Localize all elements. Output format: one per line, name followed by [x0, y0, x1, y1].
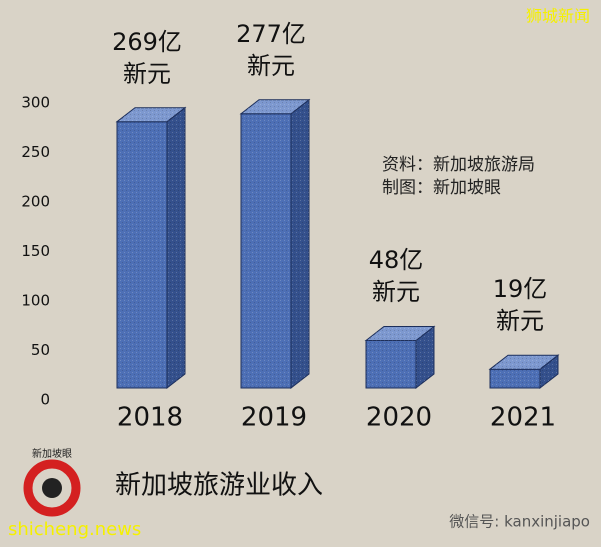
- x-tick-label: 2021: [490, 403, 556, 433]
- bar-front-texture: [366, 340, 416, 388]
- y-tick-label: 100: [21, 292, 50, 310]
- bar-side-texture: [291, 99, 309, 389]
- logo: [23, 459, 81, 517]
- y-tick-label: 0: [40, 391, 50, 409]
- bar-top-texture: [241, 99, 309, 114]
- bar: [239, 98, 311, 390]
- value-label: 19亿 新元: [492, 275, 548, 336]
- watermark: 微信号: kanxinjiapo: [449, 513, 590, 531]
- bar-top-texture: [366, 326, 434, 341]
- value-label: 269亿 新元: [112, 27, 182, 88]
- bar: [364, 325, 436, 390]
- bar-side-texture: [416, 326, 434, 388]
- bar: [115, 106, 187, 390]
- watermark: 狮城新闻: [526, 7, 590, 26]
- logo-text: 新加坡眼: [32, 447, 72, 460]
- watermark: shicheng.news: [8, 519, 141, 540]
- logo-ring: [23, 459, 81, 517]
- bar: [488, 354, 560, 390]
- bar-top-texture: [490, 355, 558, 370]
- y-tick-label: 250: [21, 143, 50, 161]
- bar-top-texture: [117, 107, 185, 122]
- x-tick-label: 2020: [366, 403, 432, 433]
- value-label: 277亿 新元: [236, 19, 306, 80]
- x-tick-label: 2018: [117, 403, 183, 433]
- logo-eye: [42, 478, 62, 498]
- x-tick-label: 2019: [241, 403, 307, 433]
- bar-front-texture: [117, 121, 167, 388]
- y-tick-label: 150: [21, 242, 50, 260]
- bar-front-texture: [241, 113, 291, 389]
- annotation: 制图：新加坡眼: [382, 178, 501, 198]
- value-label: 48亿 新元: [368, 246, 424, 307]
- y-tick-label: 200: [21, 193, 50, 211]
- chart-title: 新加坡旅游业收入: [115, 471, 323, 501]
- y-tick-label: 50: [31, 341, 50, 359]
- y-tick-label: 300: [21, 94, 50, 112]
- bar-side-texture: [540, 355, 558, 388]
- annotation: 资料：新加坡旅游局: [382, 155, 535, 175]
- bar-front-texture: [490, 369, 540, 388]
- bar-side-texture: [167, 107, 185, 388]
